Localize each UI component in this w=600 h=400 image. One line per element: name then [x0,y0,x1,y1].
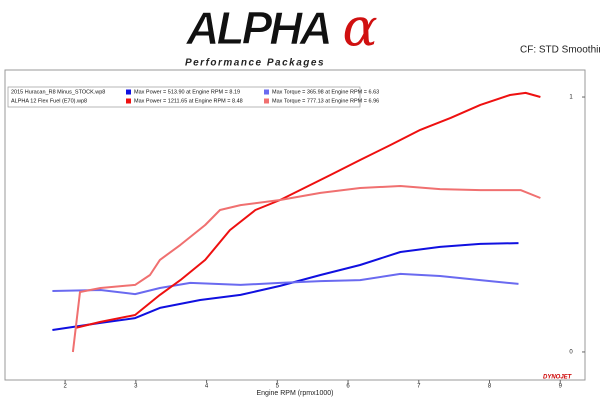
x-axis-label: Engine RPM (rpmx1000) [256,390,333,397]
x-tick-label: 7 [417,384,421,390]
legend-swatch [126,89,131,95]
legend-swatch [264,98,269,104]
logo-text: ALPHA [185,2,329,54]
brand: DYNOJET [543,375,573,381]
legend-run: ALPHA 12 Flex Fuel (E70).wp8 [11,98,87,104]
legend-entry: Max Power = 513.90 at Engine RPM = 8.19 [134,89,240,95]
x-tick-label: 9 [559,384,563,390]
plot-frame [4,69,586,381]
legend-swatch [126,98,131,104]
x-tick-label: 2 [63,384,67,390]
x-tick-label: 4 [205,384,209,390]
power-curve [52,272,519,296]
legend-entry: Max Torque = 777.13 at Engine RPM = 6.96 [272,98,379,104]
legend-box [7,86,361,108]
legend-swatch [264,89,269,95]
power-curve [71,185,541,353]
x-tick-label: 6 [346,384,350,390]
logo-symbol: α [342,0,377,59]
legend-entry: Max Torque = 365.98 at Engine RPM = 6.63 [272,89,379,95]
y-tick-label: 1 [569,95,573,101]
logo-tagline: Performance Packages [185,58,325,69]
legend-entry: Max Power = 1211.65 at Engine RPM = 8.48 [134,98,243,104]
x-tick-label: 3 [134,384,138,390]
power-curve [52,242,519,331]
x-tick-label: 5 [276,384,280,390]
legend: 2015 Huracan_R8 Minus_STOCK.wp8 ALPHA 12 … [7,86,379,108]
x-tick-label: 8 [488,384,492,390]
power-curve [74,91,541,329]
smoothing-note: CF: STD Smoothin [520,45,600,56]
y-tick-label: 0 [569,350,573,356]
legend-run: 2015 Huracan_R8 Minus_STOCK.wp8 [11,89,105,95]
